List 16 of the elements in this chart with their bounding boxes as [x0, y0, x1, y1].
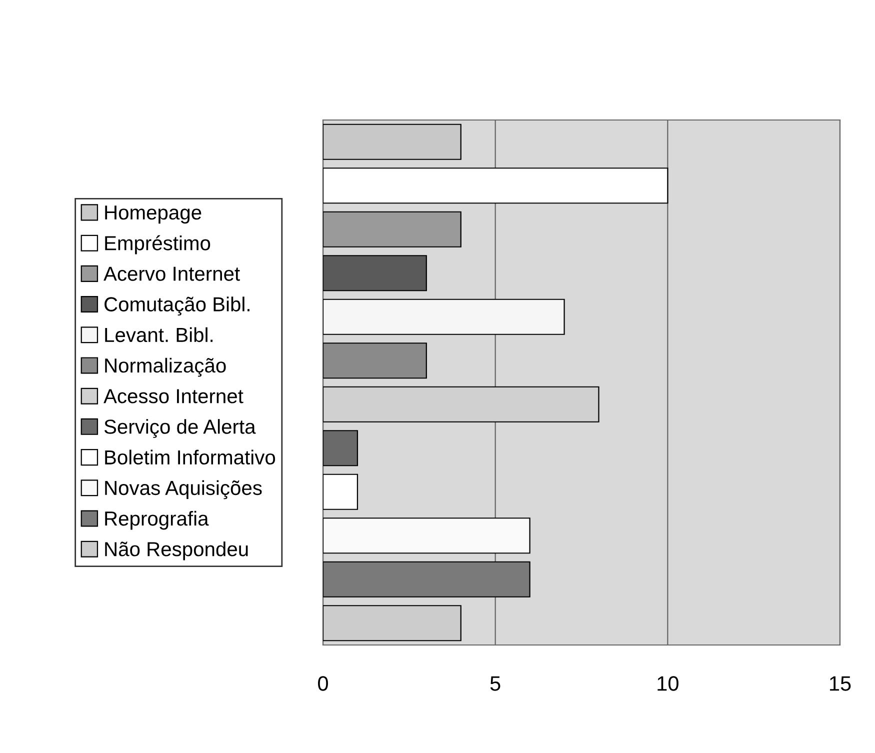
legend-label: Comutação Bibl. [104, 296, 250, 316]
legend-label: Não Respondeu [105, 541, 248, 560]
legend-label: Boletim Informativo [105, 450, 276, 465]
legend-label: Acesso Internet [104, 389, 244, 404]
legend-label: Serviço de Alerta [104, 419, 256, 438]
x-tick-label: 15 [830, 676, 851, 691]
legend-label: Normalização [105, 358, 226, 377]
x-tick-label: 0 [318, 676, 328, 691]
legend-label: Levant. Bibl. [105, 327, 213, 342]
x-tick-label: 10 [658, 676, 678, 691]
legend-label: Acervo Internet [104, 266, 240, 281]
legend-label: Reprografia [105, 510, 209, 530]
legend-label: Novas Aquisições [105, 480, 262, 500]
legend-label: Homepage [105, 206, 202, 224]
legend-label: Empréstimo [105, 235, 210, 254]
x-tick-label: 5 [490, 676, 500, 691]
